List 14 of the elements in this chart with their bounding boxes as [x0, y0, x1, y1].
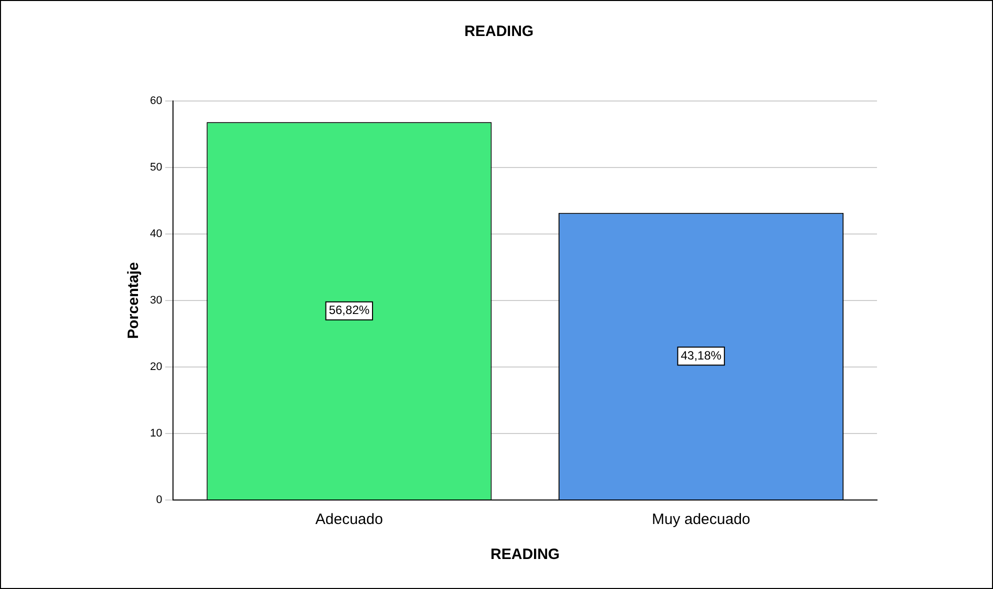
y-tick-label: 40	[150, 228, 162, 240]
data-label: 43,18%	[680, 348, 722, 362]
y-tick-label: 50	[150, 162, 162, 174]
data-label: 56,82%	[328, 303, 370, 318]
x-tick-label: Adecuado	[315, 511, 383, 528]
y-tick-label: 0	[156, 494, 162, 506]
y-tick-label: 20	[150, 361, 162, 374]
y-tick-label: 60	[150, 95, 162, 108]
y-tick-label: 10	[150, 428, 162, 440]
y-axis-title: Porcentaje	[125, 262, 142, 339]
x-tick-label: Muy adecuado	[652, 511, 750, 528]
x-axis-title: READING	[490, 546, 560, 564]
y-tick-label: 30	[150, 294, 162, 307]
chart-title: READING	[464, 23, 534, 40]
